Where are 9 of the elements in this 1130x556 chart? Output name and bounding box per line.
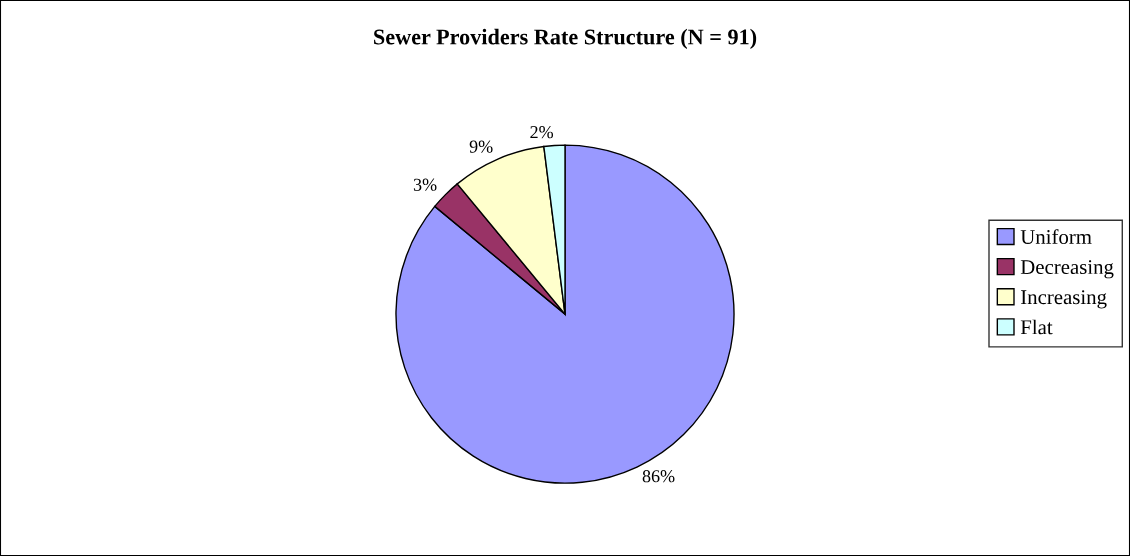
legend-label: Decreasing [1020,260,1114,279]
chart-title: Sewer Providers Rate Structure (N = 91) [374,28,757,49]
legend-label: Increasing [1021,290,1107,309]
data-label: 9% [469,140,493,153]
data-label: 2% [530,125,554,139]
data-label: 3% [413,178,437,191]
legend-label: Uniform [1020,229,1092,244]
legend-label: Flat [1020,319,1053,335]
data-label: 86% [642,470,675,483]
